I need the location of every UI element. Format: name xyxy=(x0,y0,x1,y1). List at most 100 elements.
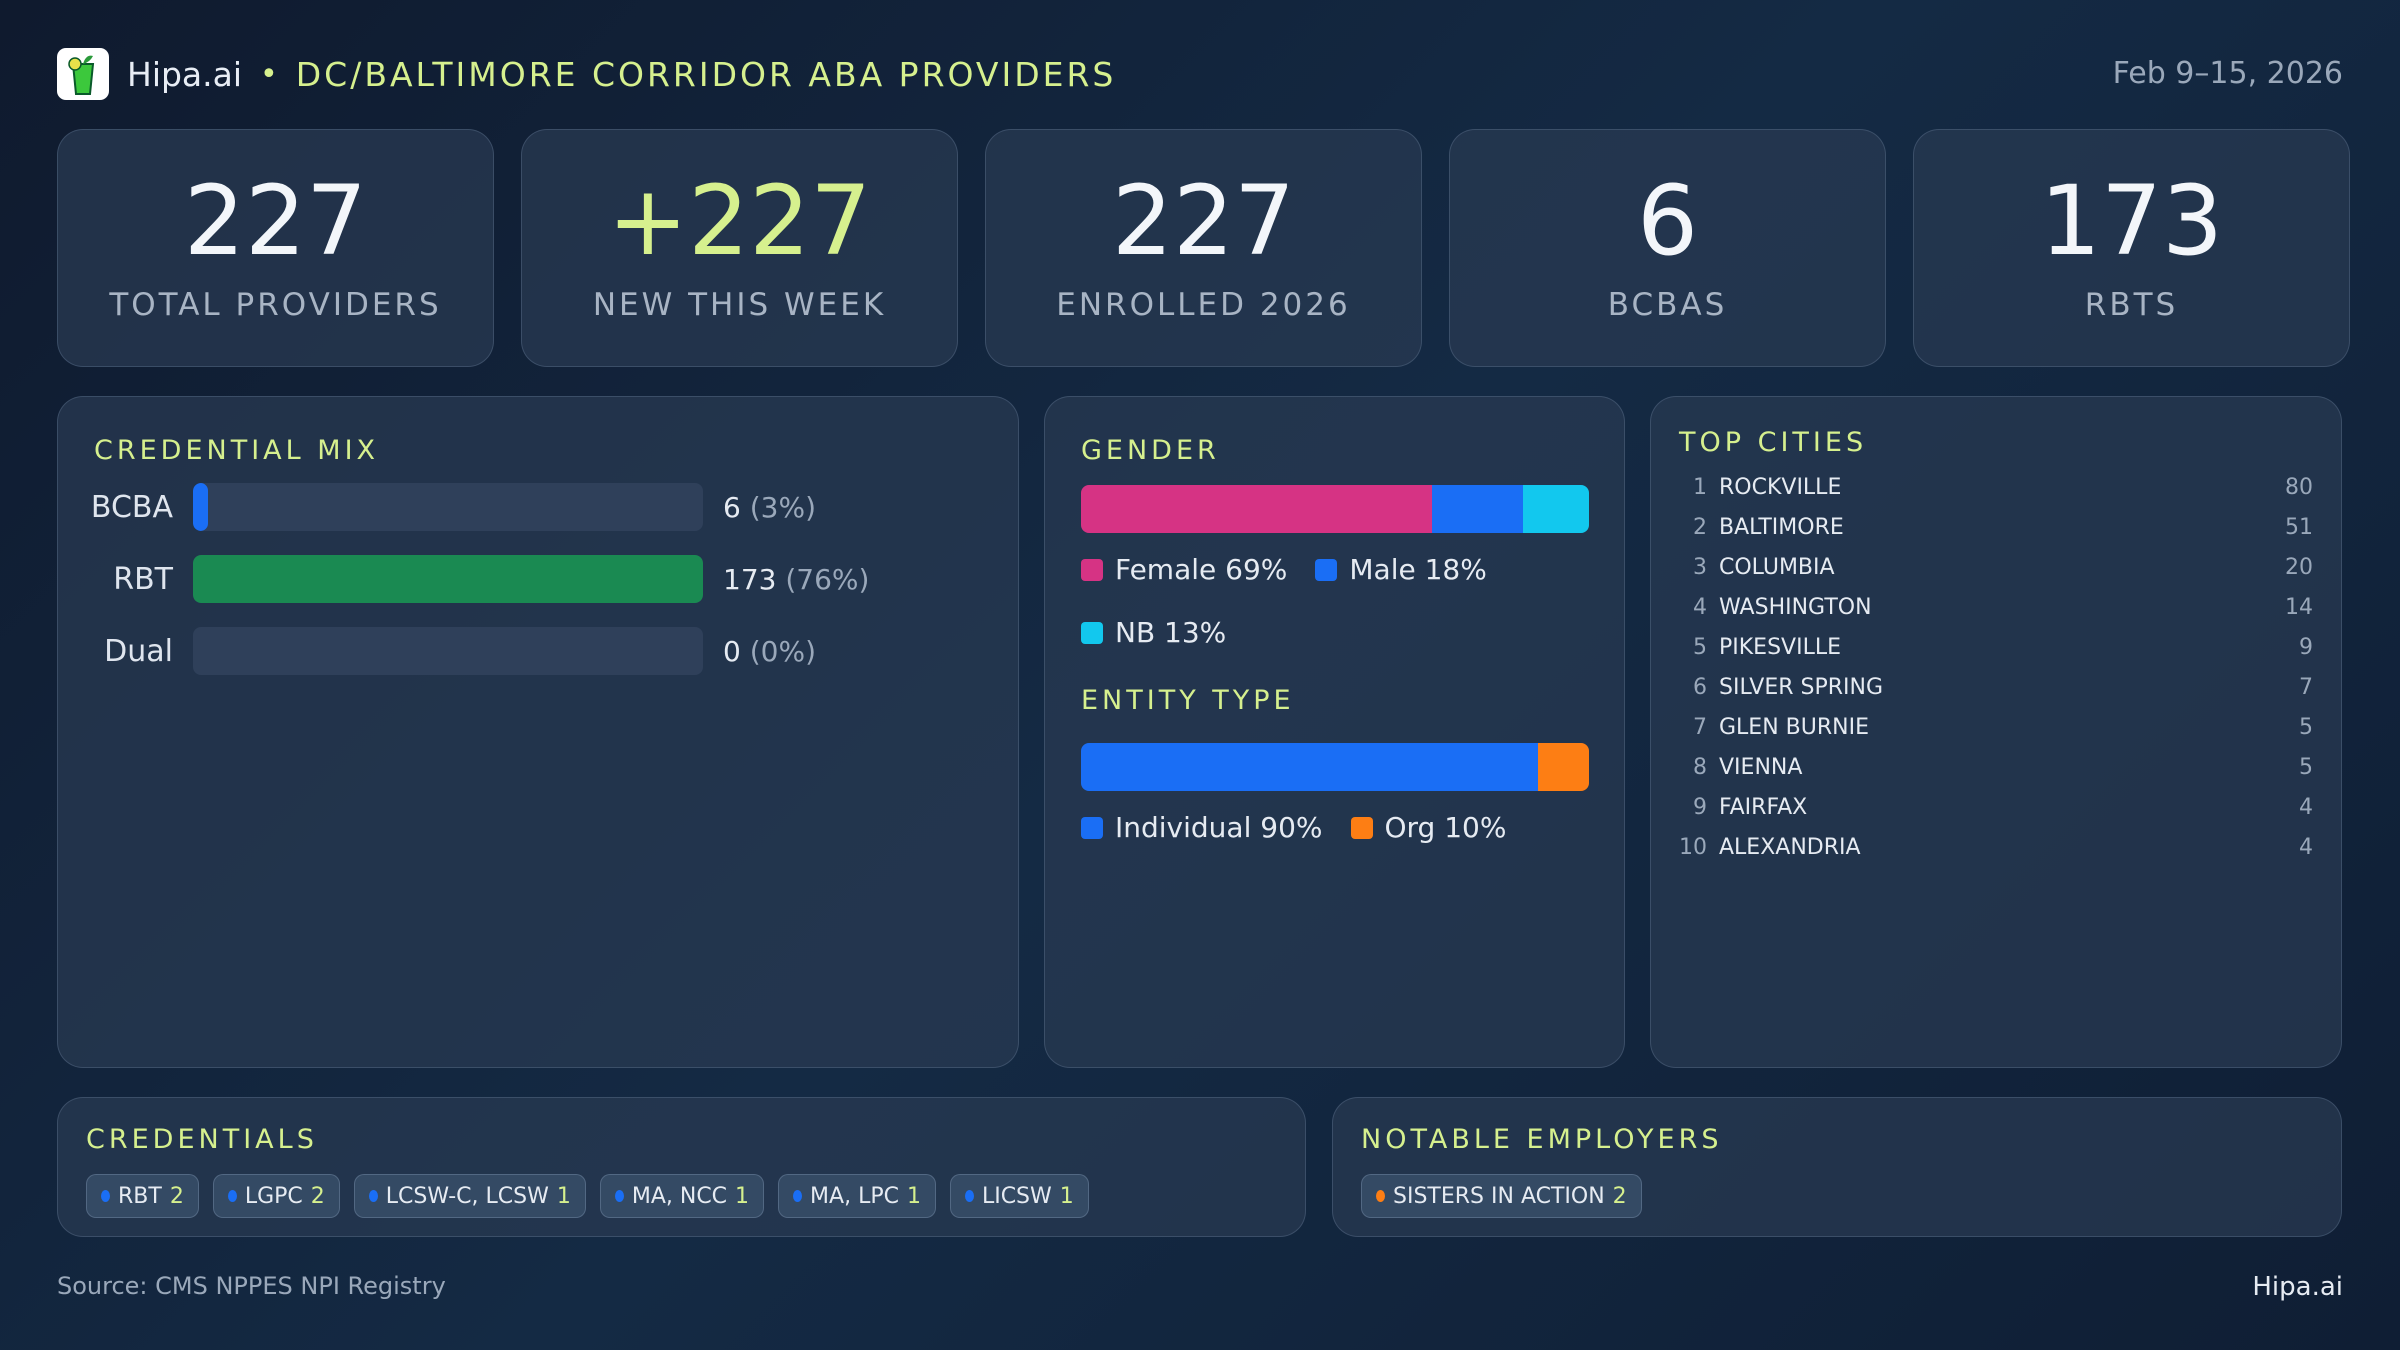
city-row: 8 VIENNA 5 xyxy=(1679,755,2313,780)
city-count: 7 xyxy=(2299,675,2313,700)
drink-logo-icon xyxy=(68,55,95,95)
city-name: ALEXANDRIA xyxy=(1719,835,1861,860)
city-name: ROCKVILLE xyxy=(1719,475,1842,500)
count: 173 xyxy=(723,562,777,596)
section-title: CREDENTIAL MIX xyxy=(94,435,380,466)
bar-segment xyxy=(1522,485,1589,533)
bar-value: 0 (0%) xyxy=(723,635,816,668)
employers-panel: NOTABLE EMPLOYERS SISTERS IN ACTION 2 xyxy=(1332,1097,2342,1237)
legend-item: NB 13% xyxy=(1081,616,1226,649)
chip-count: 1 xyxy=(906,1183,921,1209)
city-row: 3 COLUMBIA 20 xyxy=(1679,555,2313,580)
credential-bar-row: RBT 173 (76%) xyxy=(58,555,1018,603)
kpi-value: 227 xyxy=(183,165,368,277)
city-row: 6 SILVER SPRING 7 xyxy=(1679,675,2313,700)
chip-label: MA, NCC xyxy=(631,1183,728,1209)
dot-icon xyxy=(964,1190,974,1202)
section-title: TOP CITIES xyxy=(1679,427,1868,458)
kpi-card: 227 ENROLLED 2026 xyxy=(985,129,1422,367)
bar-segment xyxy=(1538,743,1589,791)
percent: (0%) xyxy=(749,634,817,668)
city-count: 4 xyxy=(2299,795,2313,820)
percent: (3%) xyxy=(749,490,817,524)
brand-name: Hipa.ai xyxy=(127,54,243,94)
tag-chip: LGPC 2 xyxy=(212,1174,340,1218)
chip-count: 2 xyxy=(310,1183,325,1209)
city-rank: 8 xyxy=(1693,755,1707,780)
bar-segment xyxy=(1081,743,1539,791)
city-rank: 7 xyxy=(1693,715,1707,740)
city-count: 20 xyxy=(2285,555,2313,580)
logo xyxy=(57,48,109,100)
credentials-panel: CREDENTIALS RBT 2 LGPC 2 LCSW-C, LCSW 1 MA, NC… xyxy=(57,1097,1306,1237)
city-rank: 3 xyxy=(1693,555,1707,580)
legend-swatch xyxy=(1350,816,1373,839)
dot-icon xyxy=(101,1190,110,1202)
count: 0 xyxy=(723,634,741,668)
kpi-card: +227 NEW THIS WEEK xyxy=(521,129,958,367)
tag-chip: LCSW-C, LCSW 1 xyxy=(353,1174,586,1218)
dot-icon xyxy=(227,1190,237,1202)
city-name: BALTIMORE xyxy=(1719,515,1844,540)
legend-label: Female 69% xyxy=(1115,553,1288,586)
gender-title: GENDER xyxy=(1081,435,1220,466)
city-row: 2 BALTIMORE 51 xyxy=(1679,515,2313,540)
chip-label: LGPC xyxy=(244,1183,303,1209)
kpi-label: RBTS xyxy=(2084,287,2179,323)
section-title: NOTABLE EMPLOYERS xyxy=(1361,1124,1723,1155)
bar-label: RBT xyxy=(113,561,173,597)
city-name: FAIRFAX xyxy=(1719,795,1808,820)
kpi-label: NEW THIS WEEK xyxy=(592,287,887,323)
kpi-value: 173 xyxy=(2039,165,2224,277)
dot-icon xyxy=(368,1190,378,1202)
legend-label: Individual 90% xyxy=(1115,811,1323,844)
kpi-card: 173 RBTS xyxy=(1913,129,2350,367)
bar-segment xyxy=(1081,485,1432,533)
bar-label: Dual xyxy=(104,633,173,669)
tag-chip: MA, NCC 1 xyxy=(599,1174,765,1218)
top-cities-panel: TOP CITIES 1 ROCKVILLE 80 2 BALTIMORE 51… xyxy=(1650,396,2342,1068)
city-rank: 9 xyxy=(1693,795,1707,820)
date-range: Feb 9–15, 2026 xyxy=(2112,56,2343,91)
tag-chip: MA, LPC 1 xyxy=(778,1174,936,1218)
legend-item: Individual 90% xyxy=(1081,811,1323,844)
dot-icon xyxy=(793,1190,803,1202)
tag-chip: LICSW 1 xyxy=(949,1174,1089,1218)
gender-entity-panel: GENDER Female 69% Male 18% NB 13% ENTITY T… xyxy=(1044,396,1625,1068)
separator: • xyxy=(260,56,278,92)
legend-item: Female 69% xyxy=(1081,553,1287,586)
page-title: DC/BALTIMORE CORRIDOR ABA PROVIDERS xyxy=(295,54,1117,94)
kpi-label: BCBAS xyxy=(1607,287,1728,323)
footer-brand: Hipa.ai xyxy=(2252,1272,2343,1302)
dot-icon xyxy=(614,1190,624,1202)
legend-swatch xyxy=(1315,558,1338,581)
city-name: SILVER SPRING xyxy=(1719,675,1884,700)
legend-item: Male 18% xyxy=(1315,553,1487,586)
chip-label: SISTERS IN ACTION xyxy=(1393,1183,1605,1209)
bar-fill xyxy=(193,483,209,531)
city-name: WASHINGTON xyxy=(1719,595,1872,620)
city-row: 7 GLEN BURNIE 5 xyxy=(1679,715,2313,740)
bar-value: 173 (76%) xyxy=(723,563,869,596)
city-rank: 10 xyxy=(1679,835,1707,860)
city-count: 51 xyxy=(2285,515,2313,540)
bar-track xyxy=(193,555,703,603)
city-rank: 4 xyxy=(1693,595,1707,620)
kpi-value: 227 xyxy=(1111,165,1296,277)
city-rank: 5 xyxy=(1693,635,1707,660)
chip-label: LICSW xyxy=(981,1183,1052,1209)
city-name: GLEN BURNIE xyxy=(1719,715,1869,740)
chip-label: MA, LPC xyxy=(810,1183,899,1209)
city-row: 4 WASHINGTON 14 xyxy=(1679,595,2313,620)
legend-swatch xyxy=(1081,621,1103,644)
city-rank: 6 xyxy=(1693,675,1707,700)
city-row: 5 PIKESVILLE 9 xyxy=(1679,635,2313,660)
legend-label: NB 13% xyxy=(1115,616,1227,649)
city-name: VIENNA xyxy=(1719,755,1803,780)
chip-count: 1 xyxy=(1059,1183,1074,1209)
legend-swatch xyxy=(1081,816,1103,839)
city-rank: 2 xyxy=(1693,515,1707,540)
city-row: 1 ROCKVILLE 80 xyxy=(1679,475,2313,500)
city-name: COLUMBIA xyxy=(1719,555,1835,580)
kpi-card: 6 BCBAS xyxy=(1449,129,1886,367)
